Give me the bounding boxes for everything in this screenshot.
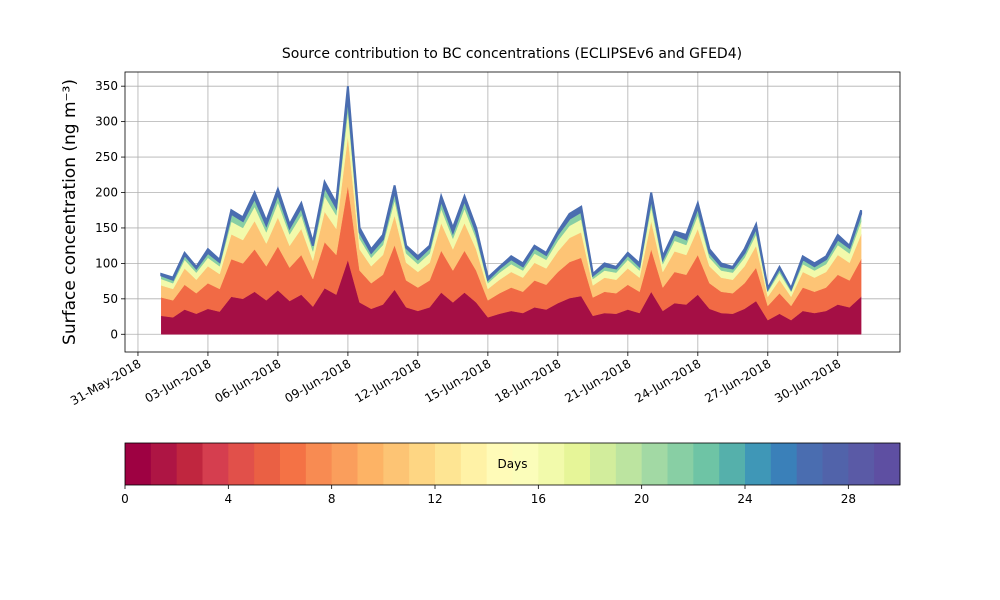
colorbar-frame (124, 442, 901, 486)
colorbar-cell (564, 443, 591, 485)
x-tick-label: 18-Jun-2018 (492, 356, 563, 405)
area-layer (160, 86, 863, 292)
colorbar-tick-label: 28 (841, 492, 856, 506)
colorbar-label: Days (498, 457, 528, 471)
x-tick-label: 06-Jun-2018 (212, 356, 283, 405)
y-tick-label: 0 (110, 327, 118, 341)
x-tick-label: 12-Jun-2018 (352, 356, 423, 405)
colorbar-cell (383, 443, 410, 485)
colorbar-cell (228, 443, 255, 485)
chart-title: Source contribution to BC concentrations… (282, 46, 742, 62)
colorbar-cell (822, 443, 849, 485)
x-tick-label: 24-Jun-2018 (632, 356, 703, 405)
colorbar-cell (615, 443, 643, 485)
colorbar-cell (435, 443, 462, 485)
x-tick-label: 30-Jun-2018 (772, 356, 843, 405)
y-tick-label: 200 (95, 186, 118, 200)
colorbar-tick-label: 0 (121, 492, 129, 506)
y-tick-label: 100 (95, 256, 118, 270)
colorbar-cell (202, 443, 229, 485)
colorbar-cell (745, 443, 772, 485)
y-tick-label: 300 (95, 115, 118, 129)
colorbar-cell (176, 443, 203, 485)
colorbar-cell (331, 443, 358, 485)
colorbar-cell (693, 443, 720, 485)
colorbar-cell (254, 443, 281, 485)
x-tick-label: 09-Jun-2018 (282, 356, 353, 405)
x-tick-label: 15-Jun-2018 (422, 356, 493, 405)
y-tick-label: 50 (103, 292, 118, 306)
y-axis-label: Surface concentration (ng m⁻³) (60, 79, 80, 345)
y-tick-label: 350 (95, 79, 118, 93)
colorbar-cell (150, 443, 178, 485)
colorbar-cell (590, 443, 617, 485)
colorbar-cell (641, 443, 668, 485)
colorbar-cell (125, 443, 152, 485)
x-tick-label: 31-May-2018 (68, 356, 143, 408)
colorbar-cell (719, 443, 746, 485)
colorbar-cell (512, 443, 539, 485)
colorbar-tick-label: 24 (737, 492, 752, 506)
colorbar-tick-label: 8 (328, 492, 336, 506)
y-tick-label: 150 (95, 221, 118, 235)
colorbar-cell (280, 443, 307, 485)
colorbar-cell (848, 443, 875, 485)
colorbar-tick-label: 12 (427, 492, 442, 506)
colorbar-tick-label: 20 (634, 492, 649, 506)
colorbar-cell (874, 443, 901, 485)
x-tick-label: 27-Jun-2018 (702, 356, 773, 405)
x-tick-label: 21-Jun-2018 (562, 356, 633, 405)
y-tick-label: 250 (95, 150, 118, 164)
colorbar-cell (486, 443, 513, 485)
colorbar-tick-label: 16 (531, 492, 546, 506)
colorbar-cell (409, 443, 436, 485)
colorbar-cell (460, 443, 488, 485)
colorbar-cell (538, 443, 565, 485)
colorbar-cell (667, 443, 694, 485)
colorbar-tick-label: 4 (225, 492, 233, 506)
colorbar-cell (305, 443, 333, 485)
plot-frame (124, 71, 901, 353)
x-tick-label: 03-Jun-2018 (142, 356, 213, 405)
colorbar-cell (796, 443, 823, 485)
colorbar-cell (357, 443, 384, 485)
colorbar-cell (770, 443, 798, 485)
